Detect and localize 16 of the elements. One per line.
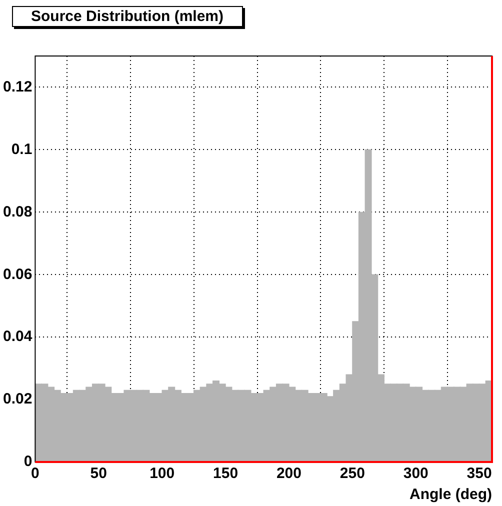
y-tick-label: 0.1 [11, 140, 32, 158]
x-tick-label: 200 [276, 465, 302, 482]
y-tick-label: 0.04 [2, 328, 33, 346]
chart-title: Source Distribution (mlem) [12, 6, 243, 27]
x-tick-label: 300 [403, 465, 428, 482]
y-tick-label: 0.02 [2, 390, 32, 408]
x-axis-title: Angle (deg) [410, 486, 492, 504]
y-tick-label: 0.08 [2, 203, 32, 220]
y-tick-label: 0 [24, 453, 32, 470]
x-tick-label: 100 [150, 465, 175, 482]
x-tick-label: 350 [466, 465, 492, 482]
x-tick-label: 50 [90, 465, 107, 482]
y-tick-label: 0.12 [2, 78, 32, 96]
x-tick-label: 150 [213, 465, 238, 482]
x-tick-label: 250 [340, 465, 365, 482]
y-tick-label: 0.06 [2, 266, 32, 283]
